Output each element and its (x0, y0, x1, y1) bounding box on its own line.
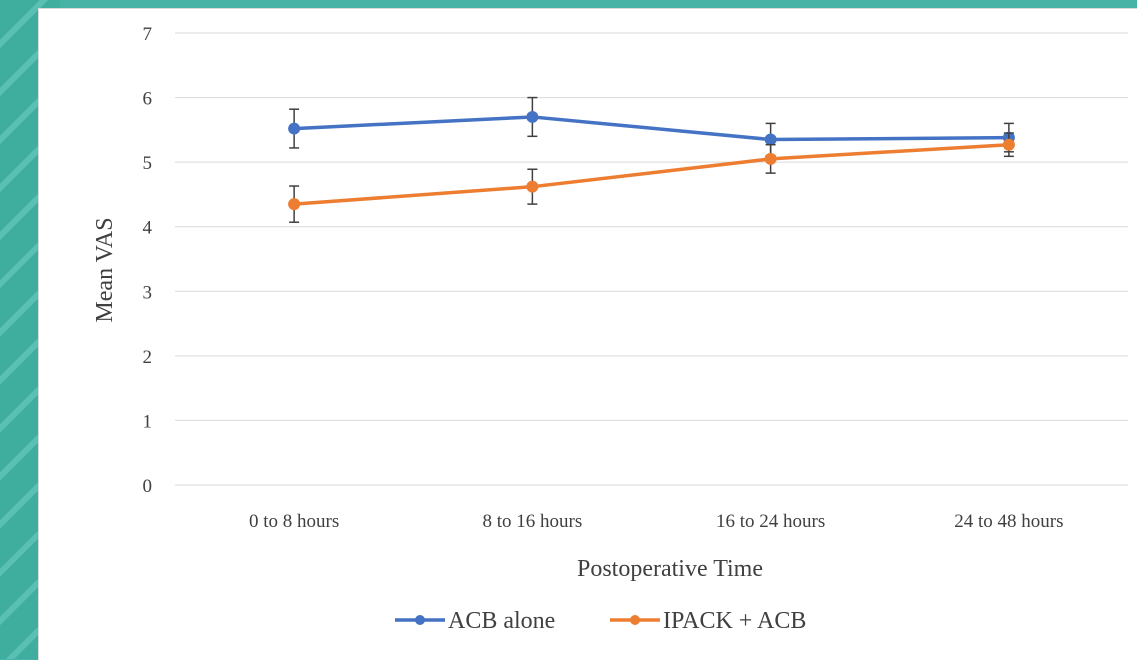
legend-item-1: ACB alone (395, 608, 555, 634)
y-tick-label: 3 (143, 282, 153, 303)
data-point (1002, 138, 1015, 151)
data-point (526, 180, 539, 193)
legend-marker (630, 615, 640, 625)
legend-item-2: IPACK + ACB (610, 608, 806, 634)
data-point (526, 110, 539, 123)
y-tick-label: 7 (143, 24, 153, 45)
x-tick-label: 8 to 16 hours (483, 511, 583, 532)
data-point (764, 152, 777, 165)
y-tick-label: 4 (143, 218, 153, 239)
y-axis-title: Mean VAS (92, 217, 118, 322)
series-line (293, 142, 1009, 206)
legend-marker (415, 615, 425, 625)
data-point (288, 198, 301, 211)
y-tick-label: 0 (143, 476, 153, 497)
y-tick-label: 6 (143, 89, 153, 110)
data-point (764, 133, 777, 146)
x-tick-label: 0 to 8 hours (249, 511, 339, 532)
data-point (288, 122, 301, 135)
y-tick-label: 2 (143, 347, 153, 368)
legend: ACB alone IPACK + ACB (395, 608, 806, 634)
series-layer (288, 96, 1015, 223)
x-tick-label: 24 to 48 hours (954, 511, 1063, 532)
legend-label: ACB alone (448, 608, 555, 634)
chart-panel (38, 8, 1137, 660)
y-tick-label: 1 (143, 411, 153, 432)
series-1 (288, 96, 1015, 157)
series-2 (288, 132, 1015, 223)
x-axis-ticks: 0 to 8 hours 8 to 16 hours 16 to 24 hours 2… (249, 511, 1064, 532)
x-tick-label: 16 to 24 hours (716, 511, 825, 532)
y-tick-label: 5 (143, 153, 153, 174)
x-axis-title: Postoperative Time (577, 556, 763, 582)
legend-label: IPACK + ACB (663, 608, 806, 634)
y-axis-ticks: 0 1 2 3 4 5 6 7 (143, 24, 153, 497)
series-line (294, 115, 1009, 142)
gridlines (175, 32, 1128, 486)
